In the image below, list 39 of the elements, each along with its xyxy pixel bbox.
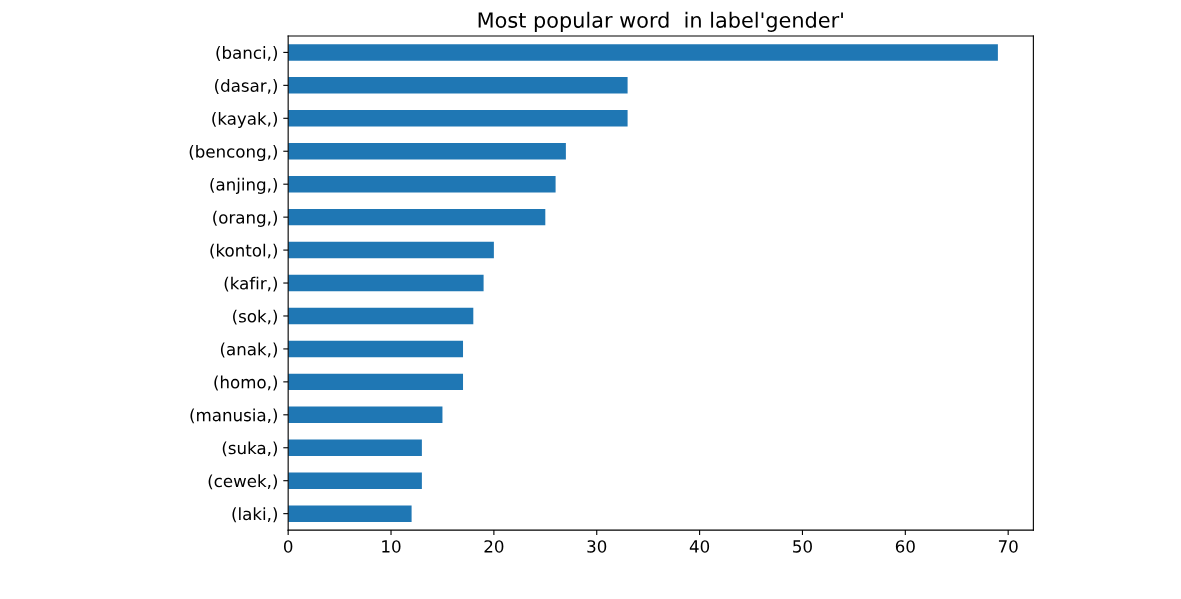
y-tick-label: (kayak,) (212, 111, 278, 129)
bar (288, 208, 546, 226)
bar (288, 472, 422, 489)
y-tick-label: (suka,) (222, 441, 278, 457)
bar (288, 373, 464, 391)
y-tick-label: (banci,) (216, 46, 278, 61)
y-tick-label: (laki,) (232, 507, 278, 523)
y-tick-label: (anjing,) (210, 177, 278, 194)
x-tick-label: 40 (689, 540, 710, 553)
x-tick-label: 10 (382, 540, 401, 553)
y-tick-label: (manusia,) (190, 408, 278, 424)
bar (288, 175, 556, 193)
bar (288, 406, 443, 424)
x-tick-label: 20 (484, 540, 504, 553)
x-tick-label: 70 (998, 540, 1018, 553)
bar (288, 77, 628, 94)
bar (288, 241, 494, 259)
bar (288, 340, 464, 358)
x-tick-label: 30 (587, 540, 607, 553)
bar (288, 44, 998, 61)
y-tick-label: (cewek,) (208, 474, 278, 490)
bar (288, 274, 484, 292)
bar (288, 143, 566, 160)
y-tick-label: (bencong,) (189, 144, 278, 162)
y-tick-label: (anak,) (220, 342, 278, 358)
chart-title: Most popular word in label'gender' (478, 11, 843, 32)
y-tick-label: (orang,) (213, 210, 278, 227)
bar (288, 307, 474, 325)
y-tick-label: (dasar,) (215, 79, 278, 94)
x-tick-label: 0 (283, 540, 293, 553)
x-tick-label: 60 (895, 540, 915, 553)
y-tick-label: (homo,) (214, 375, 278, 391)
y-tick-label: (kontol,) (210, 243, 278, 259)
bar (288, 439, 422, 456)
bar (288, 505, 412, 522)
bar (288, 110, 628, 127)
y-tick-label: (kafir,) (224, 276, 278, 292)
y-tick-label: (sok,) (233, 309, 278, 325)
x-tick-label: 50 (793, 540, 812, 553)
